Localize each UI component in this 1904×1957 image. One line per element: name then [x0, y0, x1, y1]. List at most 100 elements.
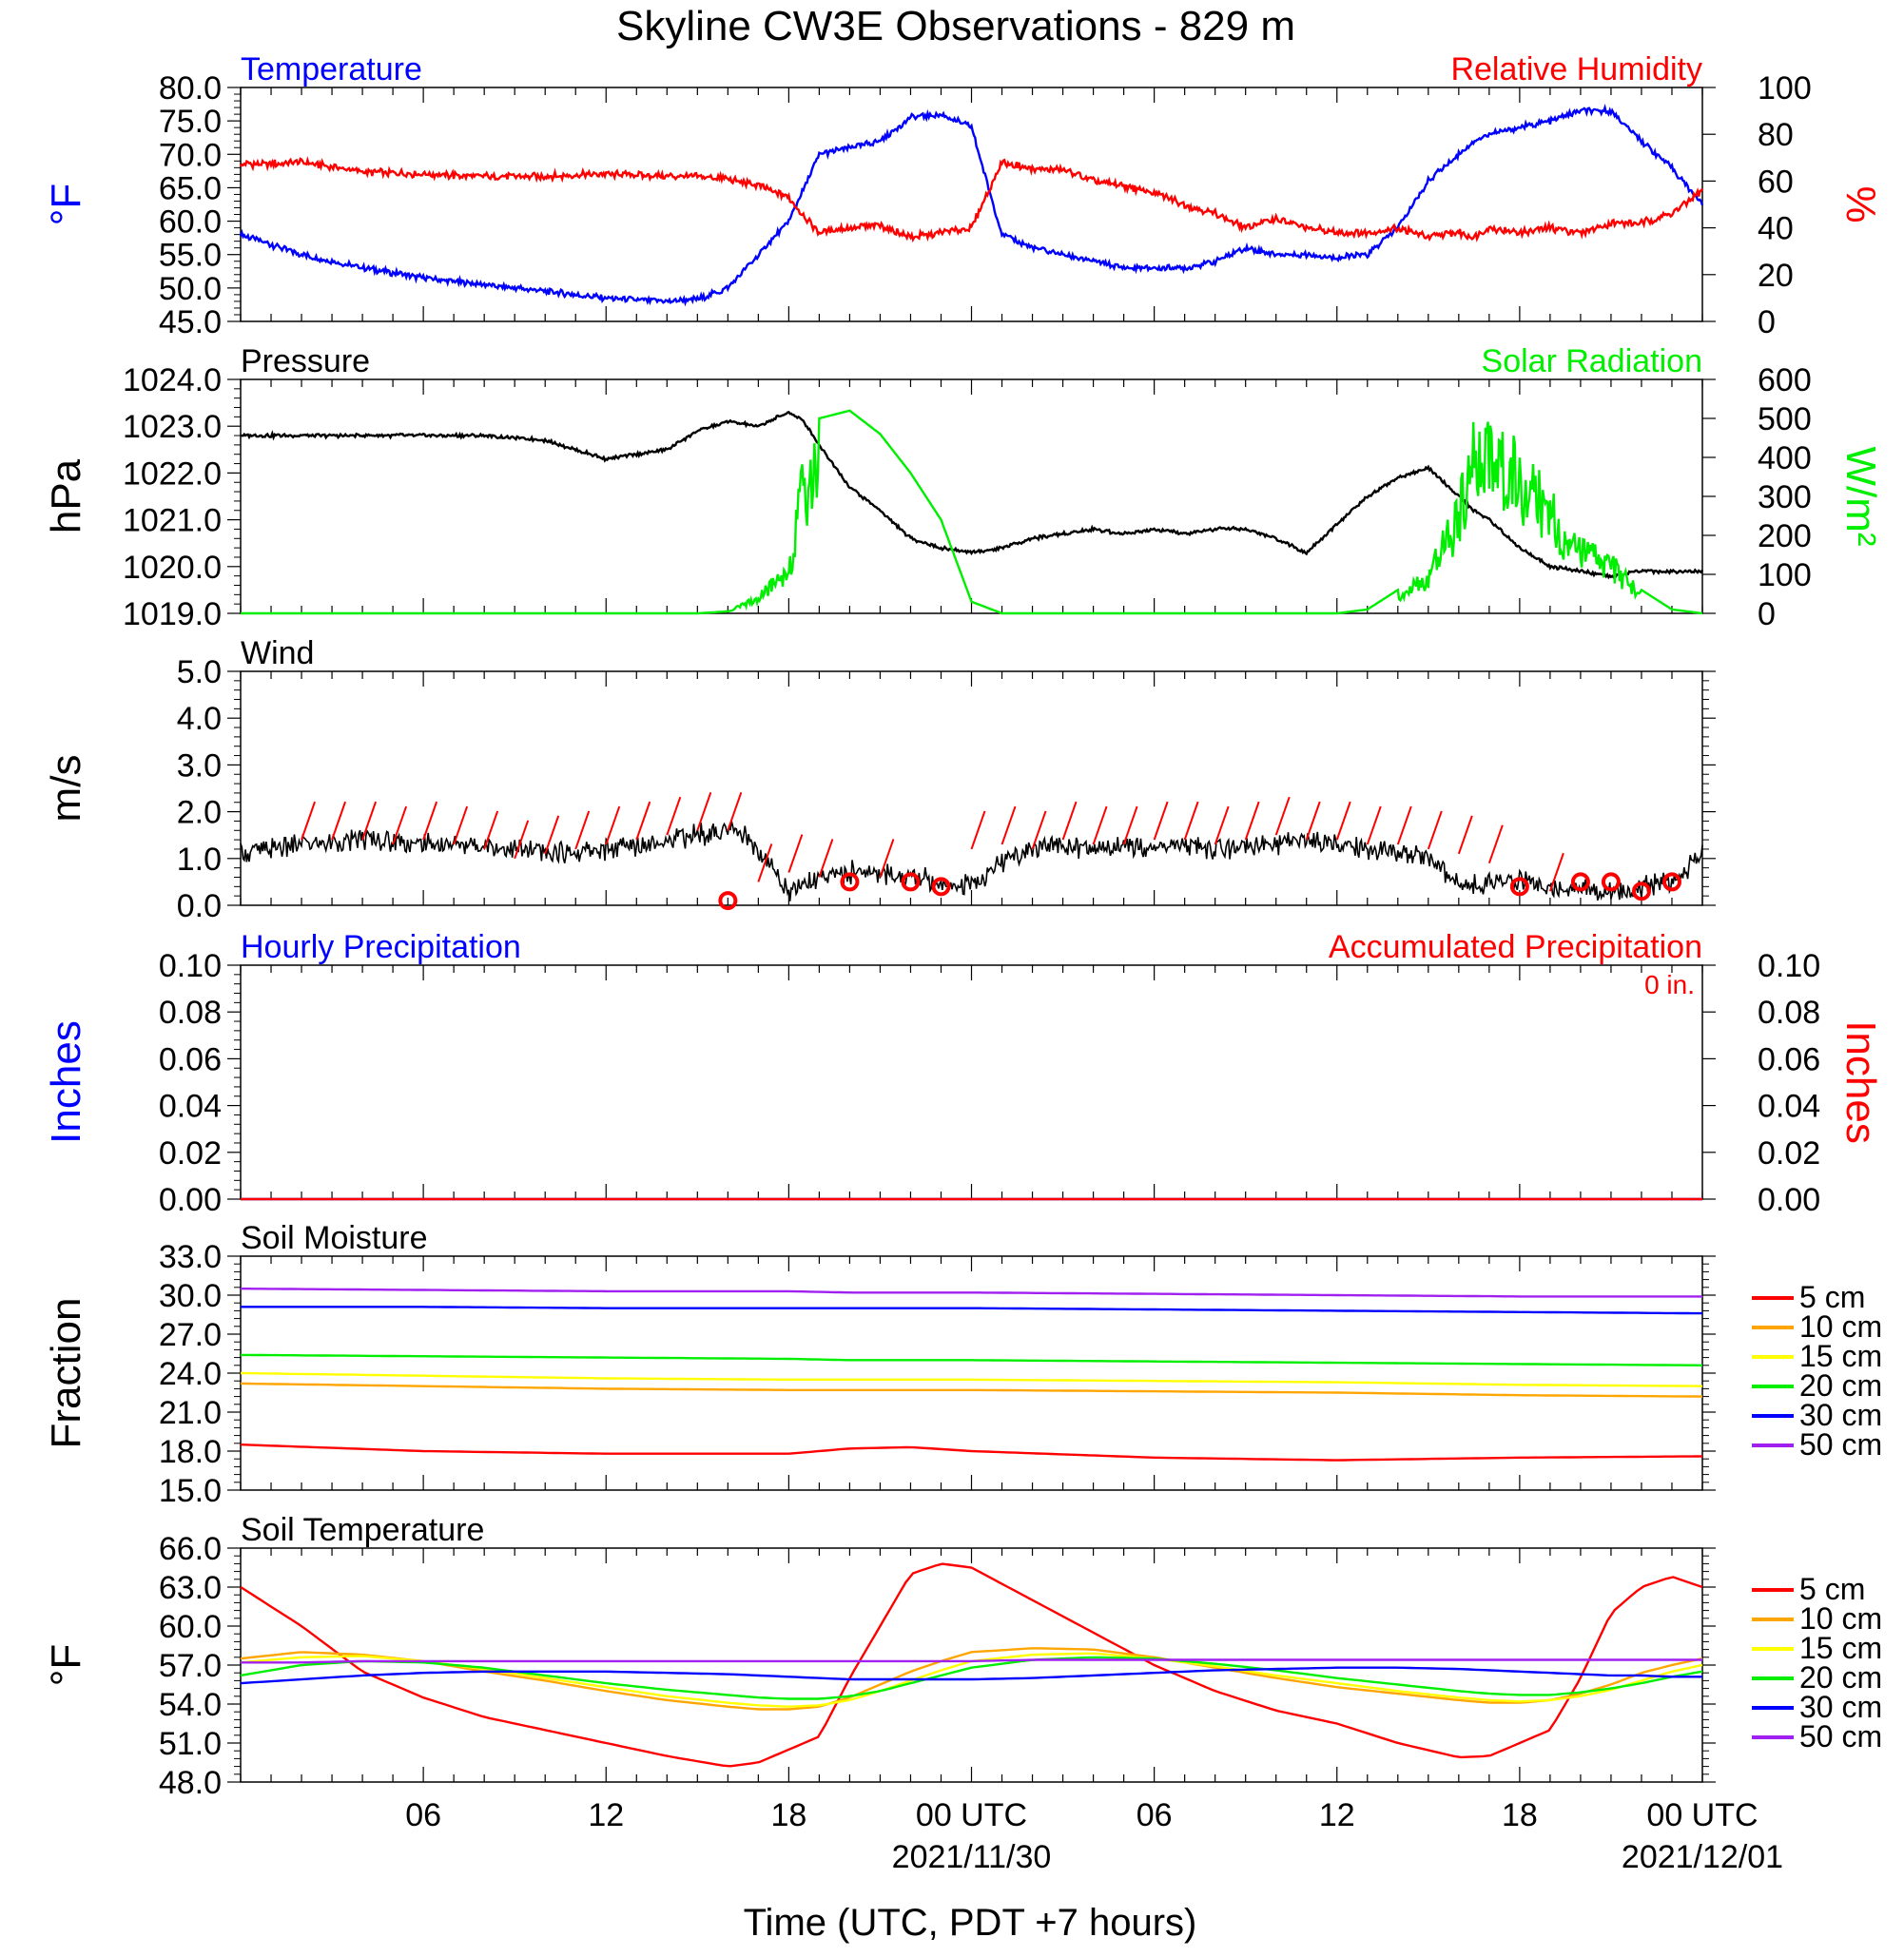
panel-soil-moisture: 33.030.027.024.021.018.015.0 Soil Moistur…: [43, 1220, 1882, 1509]
y-right-tick-label: 600: [1758, 362, 1812, 398]
y-tick-label: 1019.0: [123, 596, 222, 632]
y-tick-label: 0.0: [177, 888, 222, 924]
y-right-tick-label: 0: [1758, 304, 1776, 340]
wind-barb: [635, 801, 651, 841]
y-tick-label: 57.0: [159, 1648, 222, 1684]
wind-barb: [1153, 801, 1169, 841]
series-line-30-cm: [240, 1666, 1702, 1685]
y-tick-label: 1022.0: [123, 455, 222, 492]
x-tick-label: 00 UTC: [1646, 1797, 1758, 1833]
wind-barb: [1487, 824, 1504, 864]
wind-barb: [483, 810, 499, 850]
y-tick-label: 0.08: [159, 995, 222, 1031]
y-tick-label: 50.0: [159, 271, 222, 307]
y-tick-label: 55.0: [159, 238, 222, 274]
time-axis: 06 12 18 00 UTC 06 12 18 00 UTC 2021/11/30 2021/1…: [405, 1797, 1783, 1875]
wind-barb: [422, 801, 438, 841]
wind-barb: [1031, 810, 1047, 850]
y-tick-label: 24.0: [159, 1356, 222, 1392]
wind-barb: [879, 839, 895, 878]
series-line-5-cm: [240, 1444, 1702, 1462]
y-axis-title: hPa: [43, 458, 89, 533]
calm-wind-marker: [840, 872, 860, 892]
panel-left-title: Hourly Precipitation: [241, 929, 521, 965]
y-right-tick-label: 40: [1758, 211, 1794, 247]
y-axis-right-title: Inches: [1837, 1020, 1884, 1144]
plot-frame: [240, 964, 1703, 1200]
y-right-tick-label: 300: [1758, 479, 1812, 515]
y-tick-label: 0.04: [159, 1089, 222, 1125]
legend-label: 50 cm: [1799, 1427, 1882, 1462]
wind-barb: [1274, 796, 1291, 836]
panel-soil-temp: 66.063.060.057.054.051.048.0 Soil Tempera…: [43, 1512, 1882, 1801]
series-line-30-cm: [241, 1306, 1702, 1315]
plot-frame: [240, 378, 1703, 614]
wind-barb: [605, 805, 621, 845]
panel-left-title: Wind: [241, 635, 314, 671]
y-axis-title: m/s: [43, 755, 89, 823]
y-right-tick-label: 500: [1758, 401, 1812, 437]
wind-barb: [696, 791, 712, 831]
y-tick-label: 2.0: [177, 795, 222, 831]
series-line-5-cm: [240, 1562, 1703, 1768]
legend-label: 5 cm: [1799, 1572, 1865, 1606]
y-right-tick-label: 200: [1758, 518, 1812, 554]
y-axis-title: °F: [43, 184, 89, 225]
y-tick-label: 1021.0: [123, 503, 222, 539]
wind-barb: [1396, 805, 1412, 845]
x-date-label: 2021/11/30: [892, 1839, 1052, 1875]
wind-barb: [1122, 805, 1138, 845]
panel-precip: 0.10 0.08 0.06 0.04 0.02 0.00 0.10 0.08 0.06 0.04…: [43, 929, 1884, 1218]
x-tick-label: 06: [1137, 1797, 1173, 1833]
x-tick-label: 18: [770, 1797, 806, 1833]
y-right-tick-label: 100: [1758, 70, 1812, 107]
y-tick-label: 30.0: [159, 1278, 222, 1314]
legend-label: 30 cm: [1799, 1398, 1882, 1432]
legend-label: 20 cm: [1799, 1368, 1882, 1403]
series-line-20-cm: [240, 1656, 1703, 1700]
y-tick-label: 0.06: [159, 1041, 222, 1077]
legend-label: 10 cm: [1799, 1309, 1882, 1344]
legend-label: 15 cm: [1799, 1339, 1882, 1373]
series-line-pressure: [240, 411, 1704, 580]
y-tick-label: 65.0: [159, 170, 222, 206]
y-axis-right-title: W/m²: [1837, 446, 1884, 546]
y-tick-label: 27.0: [159, 1317, 222, 1353]
x-tick-label: 00 UTC: [916, 1797, 1027, 1833]
y-axis-title: Inches: [43, 1020, 89, 1144]
y-tick-label: 21.0: [159, 1395, 222, 1431]
wind-barb: [301, 801, 316, 841]
calm-wind-marker: [1631, 882, 1651, 901]
series-line-solar-radiation: [241, 409, 1703, 615]
y-right-tick-label: 0: [1758, 596, 1776, 632]
y-right-tick-label: 100: [1758, 557, 1812, 593]
wind-barb: [757, 843, 773, 882]
legend-label: 30 cm: [1799, 1690, 1882, 1724]
y-tick-label: 54.0: [159, 1687, 222, 1723]
x-tick-label: 12: [1319, 1797, 1355, 1833]
y-tick-label: 18.0: [159, 1434, 222, 1470]
legend-label: 5 cm: [1799, 1280, 1865, 1314]
wind-barb: [727, 791, 743, 831]
x-axis-title: Time (UTC, PDT +7 hours): [744, 1902, 1197, 1944]
y-right-tick-label: 0.04: [1758, 1089, 1820, 1125]
wind-barb: [1001, 805, 1017, 845]
wind-barb: [544, 815, 560, 855]
y-tick-label: 1.0: [177, 842, 222, 878]
panel-left-title: Pressure: [241, 343, 370, 379]
y-tick-label: 80.0: [159, 70, 222, 107]
y-tick-label: 51.0: [159, 1726, 222, 1762]
wind-barb: [1548, 852, 1564, 892]
panel-pressure-solar: 1024.0 1023.0 1022.0 1021.0 1020.0 1019.0 6005…: [43, 343, 1884, 632]
y-tick-label: 5.0: [177, 654, 222, 690]
panel-left-title: Soil Moisture: [241, 1220, 428, 1256]
wind-barb: [1244, 801, 1260, 841]
y-right-tick-label: 0.00: [1758, 1182, 1820, 1218]
series-line-relative-humidity: [239, 156, 1704, 243]
series-line-temperature: [239, 103, 1704, 307]
y-tick-label: 1020.0: [123, 550, 222, 586]
plot-frame: [240, 670, 1703, 906]
wind-barb: [453, 805, 469, 845]
